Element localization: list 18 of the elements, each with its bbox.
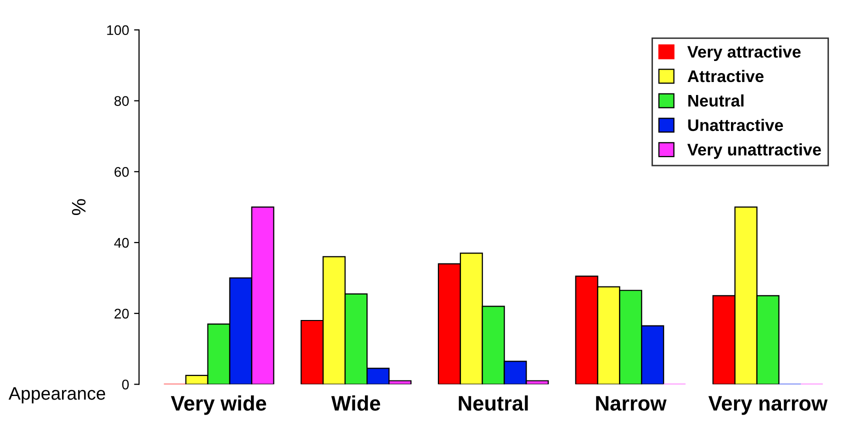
y-tick-label: 60 [114,166,129,177]
legend-label: Attractive [688,70,764,82]
legend-label: Very attractive [687,45,801,62]
legend-label: Neutral [688,94,744,107]
x-tick-label: Wide [331,395,380,411]
y-axis-title: % [72,199,86,216]
legend-label: Unattractive [688,118,783,132]
x-tick-label: Narrow [596,396,667,411]
x-tick-label: Neutral [458,395,528,411]
x-axis-title: Appearance [8,387,106,404]
x-tick-label: Very wide [170,395,266,415]
y-tick-label: 80 [114,96,129,106]
x-tick-label: Very narrow [708,396,828,415]
legend-label: Very unattractive [687,143,821,159]
y-tick-label: 100 [107,25,129,36]
y-tick-label: 20 [114,308,129,319]
y-tick-label: 40 [114,238,129,248]
y-tick-label: 0 [122,380,129,390]
